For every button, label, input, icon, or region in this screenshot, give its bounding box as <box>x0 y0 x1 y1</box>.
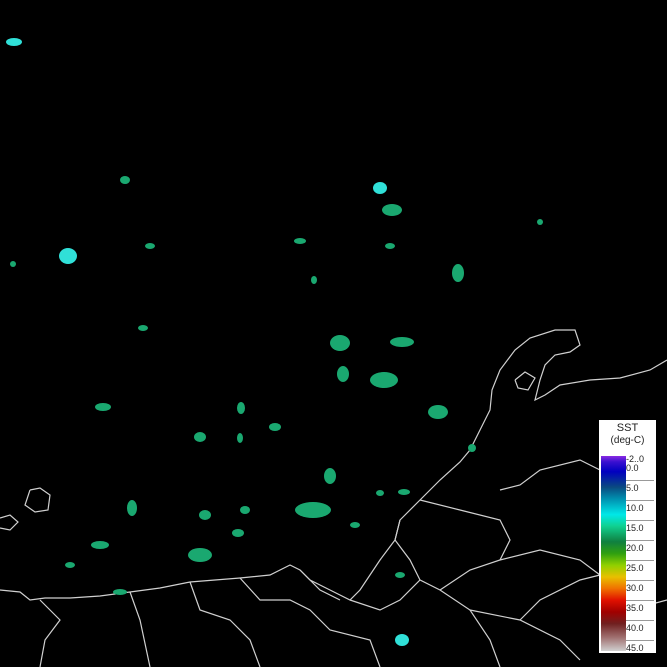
sst-pixel-cluster <box>95 403 111 411</box>
legend-tick: 30.0 <box>626 583 644 593</box>
sst-pixel-cluster <box>382 204 402 216</box>
sst-pixel-cluster <box>145 243 155 249</box>
legend-tick: 25.0 <box>626 563 644 573</box>
legend-tick: 40.0 <box>626 623 644 633</box>
legend-tick: 15.0 <box>626 523 644 533</box>
legend-tick: 0.0 <box>626 463 639 473</box>
legend-tick-line <box>626 560 654 561</box>
legend-tick-line <box>626 540 654 541</box>
legend-tick-line <box>626 500 654 501</box>
legend-colorbar <box>601 456 626 651</box>
coastline <box>419 499 511 591</box>
sst-pixel-cluster <box>452 264 464 282</box>
sst-pixel-cluster <box>138 325 148 331</box>
legend-tick: 45.0 <box>626 643 644 653</box>
coastline <box>129 591 151 667</box>
sst-pixel-cluster <box>330 335 350 351</box>
coastline <box>514 371 536 391</box>
coastline <box>24 487 51 513</box>
coastline <box>189 581 261 667</box>
coastline <box>499 549 601 576</box>
sst-pixel-cluster <box>398 489 410 495</box>
sst-pixel-cluster <box>113 589 127 595</box>
sst-pixel-cluster <box>120 176 130 184</box>
sst-pixel-cluster <box>59 248 77 264</box>
legend-tick: -2..0 <box>626 454 645 464</box>
legend-tick: 20.0 <box>626 543 644 553</box>
sst-pixel-cluster <box>199 510 211 520</box>
legend-tick: 5.0 <box>626 483 639 493</box>
sst-pixel-cluster <box>385 243 395 249</box>
sst-pixel-cluster <box>376 490 384 496</box>
legend-tick-line <box>626 620 654 621</box>
sst-legend: SST (deg-C) -2..0 0.0 5.0 10.0 15.0 20.0 25.0 3… <box>599 420 656 653</box>
legend-tick: 10.0 <box>626 503 644 513</box>
sst-pixel-cluster <box>324 468 336 484</box>
legend-tick-line <box>626 520 654 521</box>
sst-pixel-cluster <box>350 522 360 528</box>
sst-pixel-cluster <box>294 238 306 244</box>
legend-tick: 35.0 <box>626 603 644 613</box>
coastline <box>349 579 501 667</box>
coastline <box>394 519 421 581</box>
sst-pixel-cluster <box>127 500 137 516</box>
sst-pixel-cluster <box>237 402 245 414</box>
sst-pixel-cluster <box>194 432 206 442</box>
legend-tick-line <box>626 640 654 641</box>
sst-pixel-cluster <box>370 372 398 388</box>
sst-pixel-cluster <box>232 529 244 537</box>
coastline <box>0 329 667 601</box>
coastline <box>499 459 601 491</box>
legend-title: SST <box>616 422 639 434</box>
sst-pixel-cluster <box>428 405 448 419</box>
sst-pixel-cluster <box>91 541 109 549</box>
coastline <box>39 599 61 667</box>
coastline <box>519 574 601 621</box>
sst-pixel-cluster <box>237 433 243 443</box>
sst-pixel-cluster <box>240 506 250 514</box>
coastline <box>0 514 19 531</box>
coastline <box>239 577 381 667</box>
sst-pixel-cluster <box>373 182 387 194</box>
sst-pixel-cluster <box>65 562 75 568</box>
legend-tick-line <box>626 580 654 581</box>
sst-pixel-cluster <box>390 337 414 347</box>
sst-pixel-cluster <box>537 219 543 225</box>
sst-pixel-cluster <box>269 423 281 431</box>
sst-pixel-cluster <box>311 276 317 284</box>
sst-pixel-cluster <box>337 366 349 382</box>
legend-tick-line <box>626 480 654 481</box>
sst-pixel-cluster <box>395 572 405 578</box>
legend-unit: (deg-C) <box>610 435 645 446</box>
coastline <box>299 569 341 601</box>
sst-pixel-cluster <box>188 548 212 562</box>
coastline <box>469 609 581 661</box>
legend-tick-line <box>626 600 654 601</box>
sst-pixel-cluster <box>6 38 22 46</box>
sst-pixel-cluster <box>295 502 331 518</box>
sst-pixel-cluster <box>10 261 16 267</box>
sst-pixel-cluster <box>395 634 409 646</box>
sst-pixel-cluster <box>468 444 476 452</box>
